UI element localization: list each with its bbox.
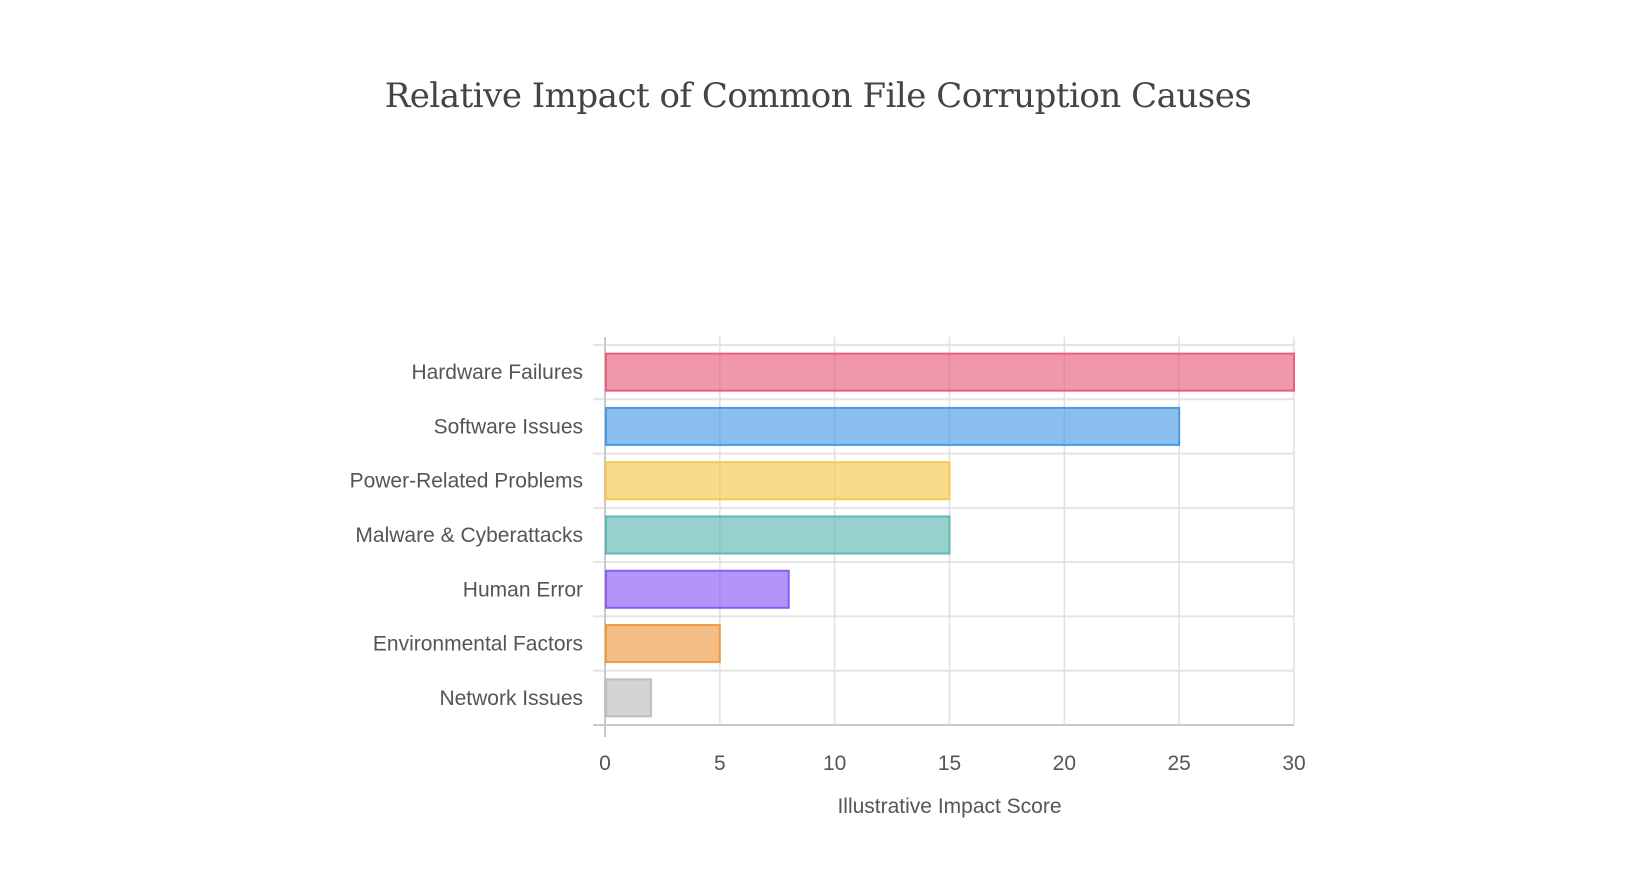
x-tick-label: 30 [1282, 752, 1305, 775]
chart-title: Relative Impact of Common File Corruptio… [384, 76, 1252, 116]
x-tick-label: 10 [823, 752, 846, 775]
bar-hardware-failures [605, 352, 1295, 392]
bar-human-error [605, 569, 790, 609]
category-label: Power-Related Problems [350, 470, 583, 493]
x-tick-label: 15 [938, 752, 961, 775]
category-label: Software Issues [434, 415, 583, 438]
category-label: Malware & Cyberattacks [355, 524, 583, 547]
x-tick-label: 0 [599, 752, 611, 775]
category-label: Hardware Failures [411, 361, 583, 384]
category-label: Human Error [463, 578, 583, 601]
x-tick-label: 5 [714, 752, 726, 775]
category-label: Environmental Factors [373, 633, 583, 656]
bar-environmental-factors [605, 624, 721, 664]
x-tick-label: 25 [1167, 752, 1190, 775]
bar-power-related-problems [605, 461, 951, 501]
bar-malware-cyberattacks [605, 515, 951, 555]
x-tick-label: 20 [1053, 752, 1076, 775]
x-axis-label: Illustrative Impact Score [837, 795, 1061, 818]
bar-network-issues [605, 678, 652, 718]
bar-software-issues [605, 406, 1181, 446]
category-label: Network Issues [439, 687, 583, 710]
